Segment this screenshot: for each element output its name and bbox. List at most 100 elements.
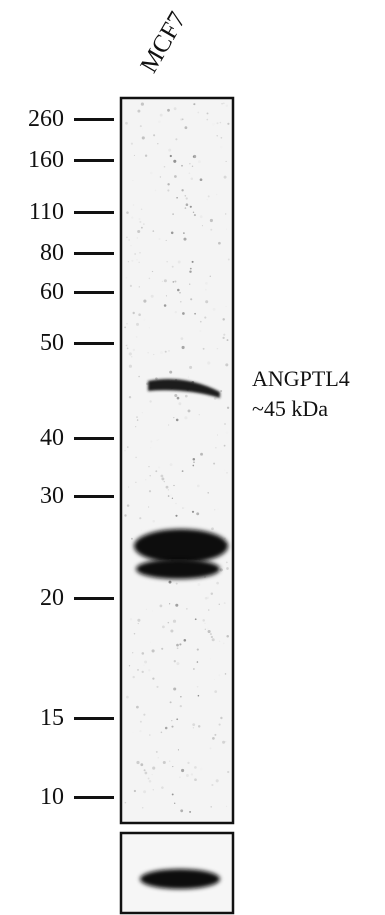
speckle [184,416,188,420]
speckle [152,766,156,770]
speckle [179,704,182,708]
speckle [168,349,170,352]
speckle [210,806,212,808]
marker-label: 30 [40,483,64,509]
speckle [127,261,129,263]
speckle [190,298,193,301]
speckle [224,469,226,471]
speckle [175,514,178,517]
speckle [124,450,126,452]
speckle [204,316,207,319]
speckle [128,239,130,241]
speckle [191,510,195,513]
speckle [175,582,178,585]
speckle [130,355,133,358]
speckle [167,489,170,491]
protein-size: ~45 kDa [252,396,329,421]
speckle [209,218,213,223]
speckle [213,397,217,400]
speckle [220,390,223,392]
speckle [179,643,182,646]
speckle [199,215,203,219]
speckle [218,640,221,643]
speckle [132,179,134,181]
speckle [155,470,158,473]
marker-tick [74,716,114,720]
speckle [207,361,211,365]
speckle [199,178,203,182]
speckle [141,670,144,674]
speckle [190,773,194,776]
speckle [128,665,131,667]
main-membrane-panel [119,96,235,825]
speckle [207,195,210,198]
speckle [178,402,182,406]
speckle [169,154,172,158]
speckle [192,464,195,467]
speckle [174,393,178,398]
speckle [189,365,193,369]
speckle [196,648,199,651]
marker-label: 50 [40,330,64,356]
speckle [189,270,192,273]
speckle [133,154,135,156]
speckle [220,136,223,139]
speckle [197,694,200,697]
speckle [198,160,201,163]
speckle [218,723,221,726]
speckle [142,128,143,129]
speckle [214,509,216,511]
speckle [180,118,183,121]
speckle [177,749,179,751]
speckle [211,527,214,531]
speckle [194,778,197,782]
speckle [204,622,206,624]
speckle [145,608,147,610]
speckle [143,769,146,772]
marker-label: 40 [40,425,64,451]
marker-20kda: 20 [0,583,116,613]
speckle [125,344,129,347]
speckle [131,259,134,262]
speckle [126,211,129,214]
speckle [152,789,154,791]
speckle [220,716,223,720]
speckle [139,730,141,732]
speckle [201,225,203,227]
speckle [188,172,191,175]
speckle [191,165,194,167]
speckle [150,172,153,175]
speckle [169,701,172,704]
speckle [140,102,144,106]
speckle [169,603,171,605]
speckle [223,175,227,179]
speckle [174,175,177,178]
speckle [183,237,187,241]
speckle [200,453,203,456]
speckle [174,310,178,314]
speckle [126,236,128,239]
speckle [176,647,179,650]
speckle [224,423,226,425]
marker-110kda: 110 [0,197,116,227]
speckle [193,102,196,106]
speckle [162,625,165,629]
speckle [160,351,163,354]
speckle [216,135,218,137]
speckle [192,727,195,729]
speckle [174,802,176,804]
speckle [225,741,227,743]
speckle [197,583,200,586]
speckle [227,770,230,774]
marker-tick [74,494,114,498]
band-loading-control [140,869,220,889]
speckle [159,113,163,117]
speckle [148,669,151,672]
speckle [126,323,128,325]
speckle [196,512,200,516]
speckle [126,695,129,699]
speckle [222,318,225,321]
speckle [126,504,130,507]
speckle [216,122,219,125]
speckle [149,474,151,477]
